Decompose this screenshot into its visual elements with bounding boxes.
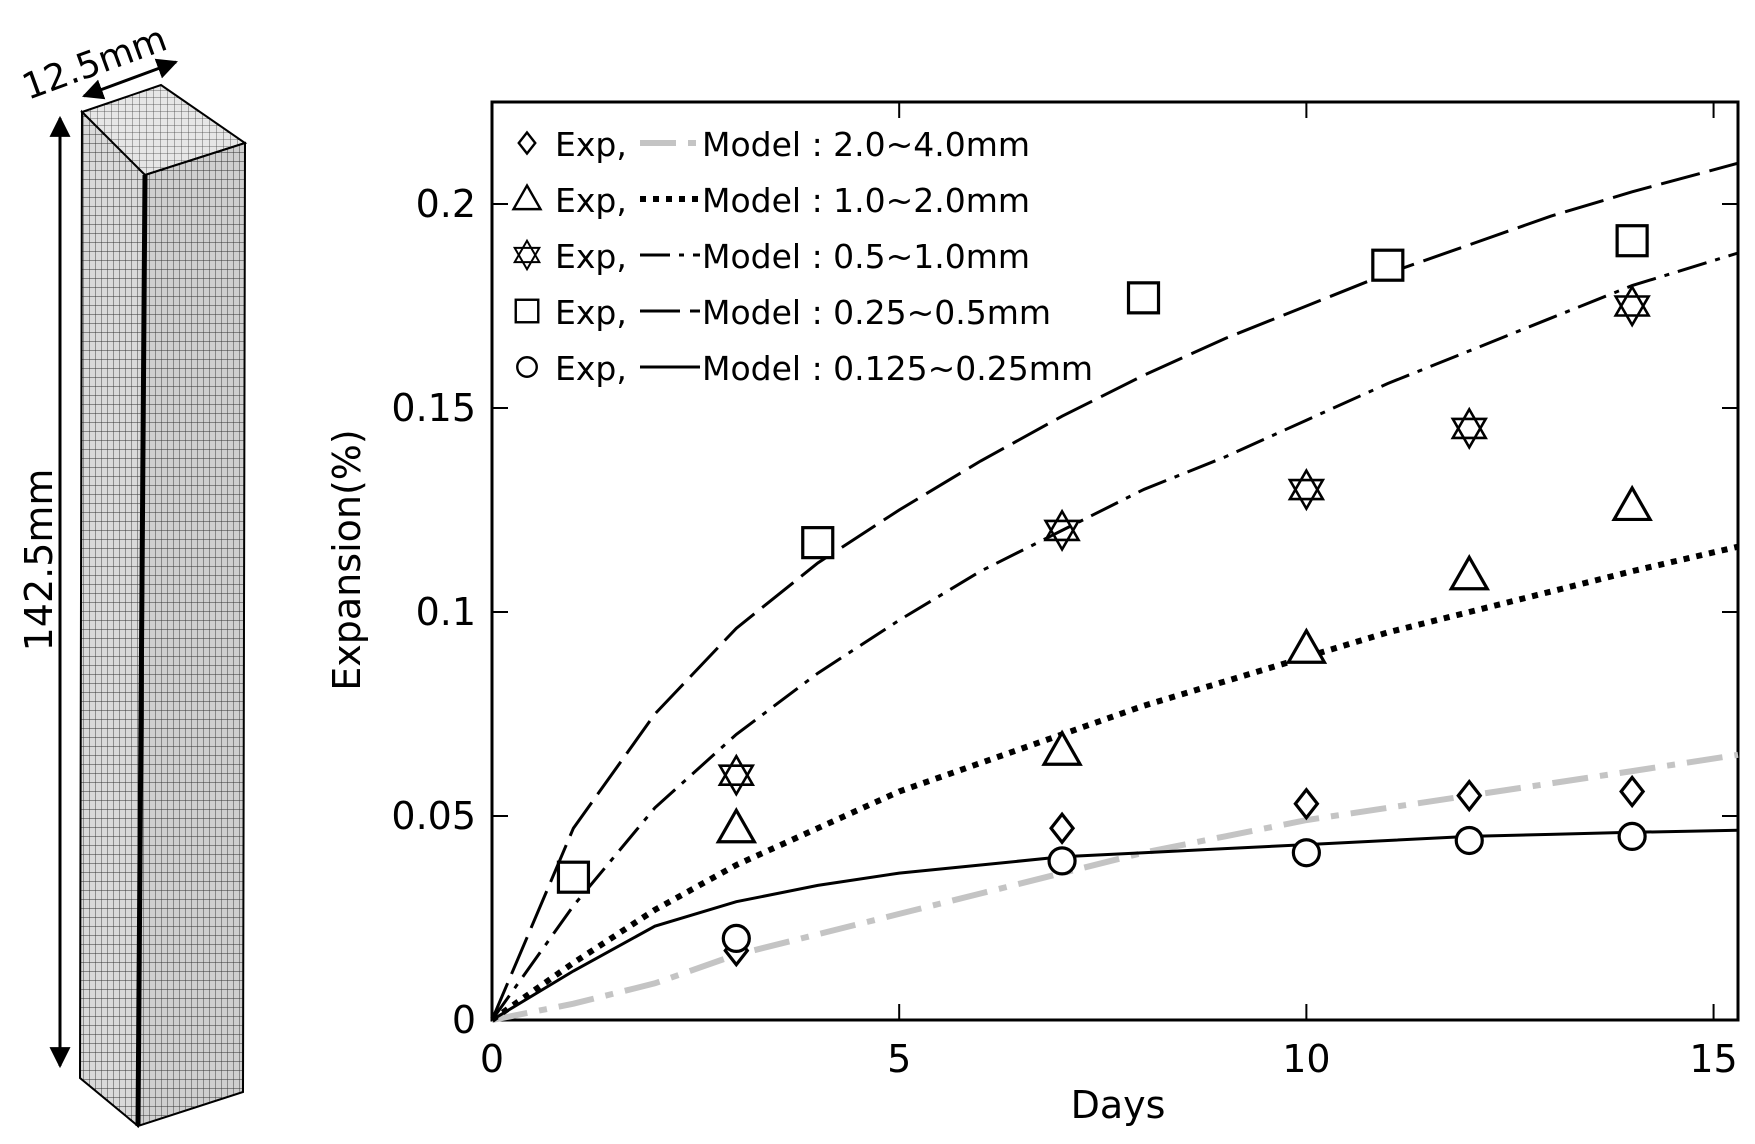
legend-exp-label: Exp, [555, 125, 627, 164]
exp-point [1371, 248, 1405, 282]
y-tick-label: 0.1 [416, 590, 476, 634]
y-tick-label: 0.15 [391, 386, 476, 430]
exp-point [1454, 825, 1484, 856]
x-tick-label: 15 [1689, 1037, 1737, 1081]
specimen-edge [135, 174, 148, 1127]
legend-exp-label: Exp, [555, 349, 627, 388]
exp-point [1619, 774, 1646, 809]
y-axis-label: Expansion(%) [325, 429, 369, 690]
specimen-front-face [78, 109, 147, 1129]
model-line [490, 543, 1739, 1023]
legend-marker [512, 238, 542, 264]
specimen-drawing: 12.5mm 142.5mm [17, 19, 248, 1129]
exp-point [1126, 281, 1161, 315]
exp-point [721, 923, 751, 954]
legend: Exp, Model : 2.0~4.0mm Exp, Model : 1.0~2.0… [511, 125, 1093, 388]
legend-exp-label: Exp, [555, 293, 627, 332]
model-lines [490, 161, 1739, 1023]
exp-point [1285, 627, 1328, 664]
legend-marker [517, 130, 537, 156]
exp-point [717, 753, 756, 787]
exp-point [1287, 478, 1326, 512]
exp-point [717, 764, 756, 797]
model-line [490, 251, 1739, 1021]
legend-model-label: Model : 0.25~0.5mm [702, 293, 1051, 332]
exp-point [1613, 295, 1651, 328]
axis-ticks: 0 5 10 15 0 0.05 0.1 0.15 0.2 [391, 102, 1738, 1081]
exp-point [1450, 417, 1488, 450]
exp-point [1049, 811, 1076, 845]
exp-point [1047, 846, 1077, 876]
exp-point [1617, 821, 1647, 852]
width-arrow [82, 58, 178, 100]
plot-frame [490, 100, 1740, 1022]
exp-point [801, 526, 835, 560]
x-tick-label: 10 [1282, 1037, 1330, 1081]
exp-point [1450, 406, 1488, 440]
exp-point [1293, 787, 1320, 821]
x-axis-label: Days [1071, 1083, 1166, 1127]
model-line [491, 751, 1739, 1023]
exp-point [1041, 729, 1083, 766]
legend-marker [516, 356, 538, 378]
legend-marker [512, 246, 542, 272]
model-line [491, 828, 1739, 1022]
x-tick-label: 5 [887, 1037, 911, 1081]
legend-model-label: Model : 1.0~2.0mm [702, 181, 1030, 220]
legend-model-label: Model : 2.0~4.0mm [702, 125, 1030, 164]
legend-marker [514, 298, 540, 324]
legend-model-label: Model : 0.125~0.25mm [702, 349, 1093, 388]
exp-point [1611, 484, 1653, 522]
legend-marker [511, 183, 543, 211]
y-tick-label: 0.2 [416, 182, 476, 226]
exp-point [1291, 838, 1321, 868]
legend-exp-label: Exp, [555, 181, 627, 220]
length-label: 142.5mm [17, 469, 61, 652]
legend-exp-label: Exp, [555, 237, 627, 276]
exp-point [1456, 779, 1483, 813]
exp-point [1043, 508, 1081, 542]
specimen-side-face [136, 141, 247, 1128]
exp-point [1287, 468, 1326, 501]
exp-markers [556, 224, 1653, 968]
x-tick-label: 0 [480, 1037, 504, 1081]
exp-point [715, 807, 758, 844]
exp-point [1043, 519, 1081, 553]
legend-model-label: Model : 0.5~1.0mm [702, 237, 1030, 276]
model-line [490, 161, 1739, 1021]
exp-point [1448, 554, 1491, 591]
expansion-chart: 0 5 10 15 0 0.05 0.1 0.15 0.2 Exp, Model : 2.0~4.… [325, 100, 1740, 1127]
y-tick-label: 0 [452, 998, 476, 1042]
exp-point [556, 860, 591, 894]
exp-point [1615, 224, 1649, 258]
exp-point [1613, 284, 1651, 317]
y-tick-label: 0.05 [391, 794, 476, 838]
